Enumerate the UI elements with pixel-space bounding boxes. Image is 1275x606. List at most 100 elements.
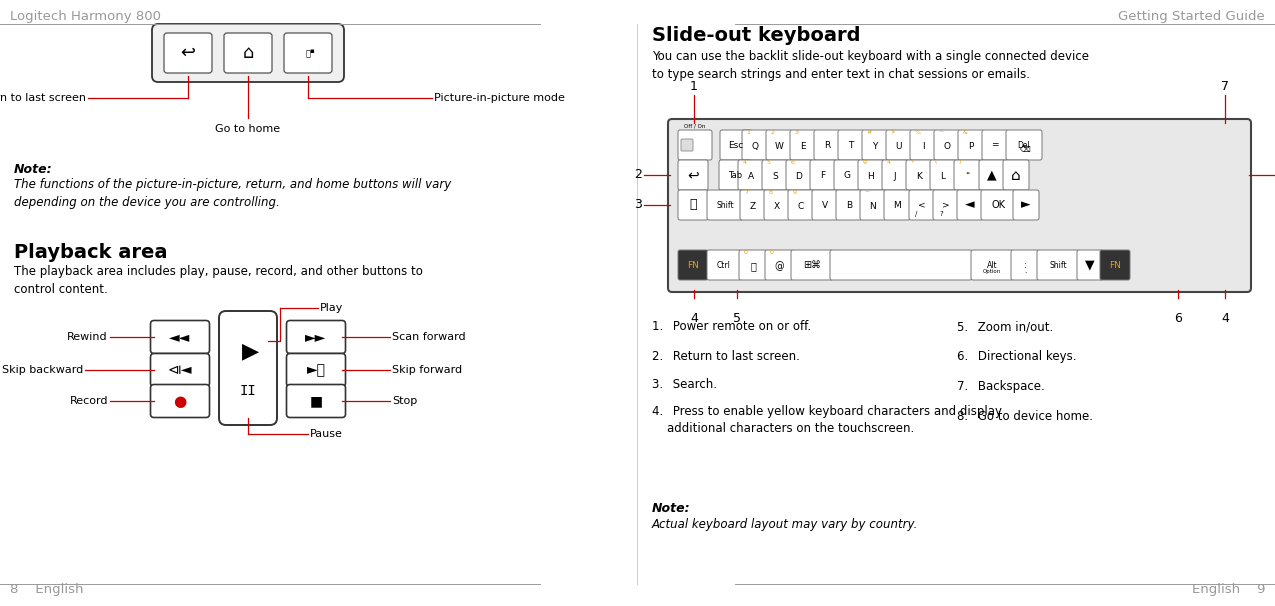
- Text: #: #: [867, 130, 872, 135]
- FancyBboxPatch shape: [907, 160, 932, 190]
- Text: &: &: [963, 130, 968, 135]
- Text: g: g: [862, 159, 867, 164]
- Text: You can use the backlit slide-out keyboard with a single connected device
to typ: You can use the backlit slide-out keyboa…: [652, 50, 1089, 81]
- Text: K: K: [915, 172, 922, 181]
- Text: 4: 4: [690, 312, 697, 325]
- Text: ►►: ►►: [306, 330, 326, 344]
- Text: 2: 2: [634, 168, 643, 182]
- Text: Getting Started Guide: Getting Started Guide: [1118, 10, 1265, 23]
- FancyBboxPatch shape: [150, 353, 209, 387]
- FancyBboxPatch shape: [742, 130, 768, 160]
- FancyBboxPatch shape: [678, 250, 708, 280]
- Text: F: F: [820, 170, 826, 179]
- FancyBboxPatch shape: [287, 384, 346, 418]
- Text: 4.  Press to enable yellow keyboard characters and display
    additional charac: 4. Press to enable yellow keyboard chara…: [652, 405, 1002, 435]
- Text: H: H: [867, 172, 875, 181]
- Text: ⌫: ⌫: [1019, 145, 1029, 155]
- Text: 2.  Return to last screen.: 2. Return to last screen.: [652, 350, 799, 363]
- FancyBboxPatch shape: [982, 130, 1009, 160]
- Text: Shift: Shift: [717, 201, 734, 210]
- Text: B: B: [845, 201, 852, 210]
- Text: Alt: Alt: [987, 261, 997, 270]
- Text: 1: 1: [690, 80, 697, 93]
- FancyBboxPatch shape: [979, 160, 1005, 190]
- Text: Note:: Note:: [652, 502, 691, 515]
- FancyBboxPatch shape: [1011, 250, 1039, 280]
- Text: 3: 3: [634, 199, 643, 211]
- Text: 9: 9: [793, 190, 797, 195]
- Text: ▼: ▼: [1085, 259, 1095, 271]
- Text: ►⫐: ►⫐: [306, 363, 325, 377]
- Text: 3.  Search.: 3. Search.: [652, 378, 717, 391]
- Text: Playback area: Playback area: [14, 243, 167, 262]
- FancyBboxPatch shape: [708, 250, 741, 280]
- Text: ↩: ↩: [181, 44, 195, 62]
- Text: ^: ^: [938, 130, 944, 135]
- Text: P: P: [968, 142, 974, 151]
- Text: C: C: [798, 202, 805, 211]
- FancyBboxPatch shape: [810, 160, 836, 190]
- Text: 6.  Directional keys.: 6. Directional keys.: [958, 350, 1076, 363]
- FancyBboxPatch shape: [862, 130, 887, 160]
- FancyBboxPatch shape: [958, 130, 984, 160]
- Text: Esc: Esc: [728, 141, 743, 150]
- Text: 7: 7: [745, 190, 748, 195]
- FancyBboxPatch shape: [766, 130, 792, 160]
- Text: 4: 4: [886, 159, 890, 164]
- Text: Ctrl: Ctrl: [717, 261, 731, 270]
- Text: ►: ►: [1021, 199, 1030, 211]
- FancyBboxPatch shape: [954, 160, 980, 190]
- Text: 5: 5: [733, 312, 741, 325]
- Text: I: I: [922, 142, 924, 151]
- Text: ◄◄: ◄◄: [170, 330, 191, 344]
- FancyBboxPatch shape: [790, 130, 816, 160]
- Text: =: =: [991, 141, 998, 150]
- Text: ⌂: ⌂: [1011, 167, 1021, 182]
- Text: ▪: ▪: [310, 48, 315, 54]
- Text: Scan forward: Scan forward: [391, 332, 465, 342]
- Text: ▲: ▲: [987, 168, 997, 182]
- Text: ▶: ▶: [241, 341, 259, 361]
- Text: Off / On: Off / On: [685, 124, 705, 129]
- Text: A: A: [748, 172, 754, 181]
- Text: 4: 4: [1221, 312, 1229, 325]
- Text: W: W: [774, 142, 783, 151]
- FancyBboxPatch shape: [287, 353, 346, 387]
- FancyBboxPatch shape: [788, 190, 813, 220]
- Text: Pause: Pause: [310, 429, 343, 439]
- Text: ~: ~: [864, 190, 870, 195]
- Text: 🔍: 🔍: [690, 199, 696, 211]
- Text: 0: 0: [743, 250, 747, 255]
- Text: Shift: Shift: [1049, 261, 1067, 270]
- Text: Option: Option: [983, 268, 1001, 273]
- Text: Rewind: Rewind: [68, 332, 108, 342]
- Text: D: D: [796, 172, 802, 181]
- Text: E: E: [801, 142, 806, 151]
- FancyBboxPatch shape: [668, 119, 1251, 292]
- Text: FN: FN: [1109, 261, 1121, 270]
- Text: ⧏◄: ⧏◄: [168, 363, 193, 377]
- Text: (: (: [935, 159, 937, 164]
- FancyBboxPatch shape: [1037, 250, 1079, 280]
- Text: FN: FN: [687, 261, 699, 270]
- Text: ↩: ↩: [687, 168, 699, 182]
- Text: ): ): [959, 159, 961, 164]
- Text: :: :: [1024, 261, 1026, 270]
- Text: Slide-out keyboard: Slide-out keyboard: [652, 26, 861, 45]
- Text: ⌂: ⌂: [242, 44, 254, 62]
- Text: O: O: [944, 142, 950, 151]
- Text: N: N: [870, 202, 876, 211]
- FancyBboxPatch shape: [224, 33, 272, 73]
- FancyBboxPatch shape: [882, 160, 908, 190]
- FancyBboxPatch shape: [1100, 250, 1130, 280]
- FancyBboxPatch shape: [836, 190, 862, 220]
- Text: OK: OK: [991, 200, 1005, 210]
- FancyBboxPatch shape: [813, 130, 840, 160]
- FancyBboxPatch shape: [884, 190, 910, 220]
- Text: *: *: [910, 159, 914, 164]
- FancyBboxPatch shape: [785, 160, 812, 190]
- FancyBboxPatch shape: [909, 190, 935, 220]
- Text: 7.  Backspace.: 7. Backspace.: [958, 380, 1044, 393]
- Text: R: R: [824, 141, 830, 150]
- Text: 1: 1: [746, 130, 751, 135]
